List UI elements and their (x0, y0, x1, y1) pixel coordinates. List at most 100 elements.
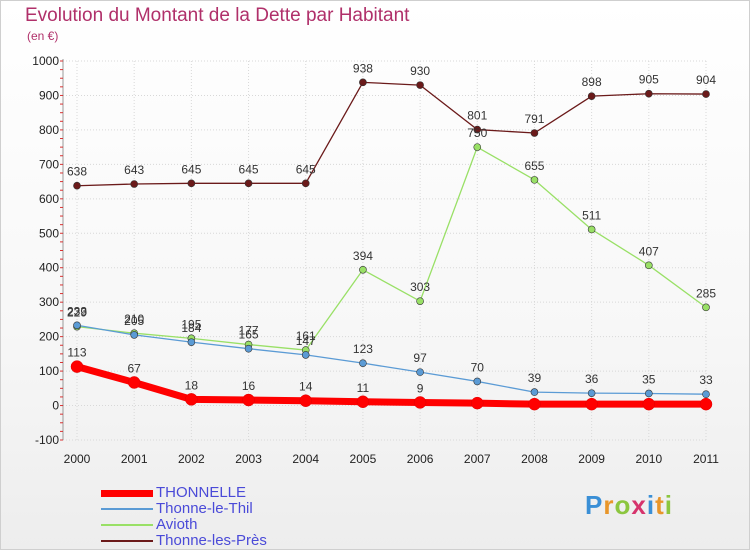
x-tick-label: 2011 (693, 452, 719, 466)
data-point (187, 338, 196, 346)
data-point (587, 389, 596, 397)
logo-letter: o (614, 490, 632, 520)
data-point (585, 397, 598, 411)
legend-label-avioth: Avioth (156, 516, 198, 533)
legend-item-avioth: Avioth (101, 517, 267, 533)
data-point (528, 397, 541, 411)
data-label: 303 (410, 280, 430, 294)
data-point (473, 143, 482, 151)
data-label: 36 (585, 372, 599, 386)
data-point (185, 393, 198, 406)
y-tick-label: 200 (39, 330, 59, 344)
data-point (73, 181, 81, 190)
data-point (416, 81, 424, 89)
x-tick-label: 2008 (521, 452, 548, 466)
data-label: 11 (357, 381, 370, 395)
data-point (587, 225, 596, 234)
chart-title: Evolution du Montant de la Dette par Hab… (25, 5, 410, 26)
data-label: 18 (185, 378, 199, 392)
y-tick-label: 400 (39, 261, 59, 275)
data-point (413, 396, 427, 409)
data-label: 14 (299, 380, 313, 394)
x-tick-label: 2003 (235, 452, 262, 466)
y-tick-label: 800 (39, 123, 59, 137)
data-point (70, 360, 84, 373)
y-tick-label: 300 (39, 295, 59, 309)
data-label: 113 (67, 346, 86, 360)
logo-letter: P (585, 490, 604, 520)
x-tick-label: 2010 (635, 452, 662, 466)
legend: THONNELLE Thonne-le-Thil Avioth Thonne-l… (101, 485, 267, 549)
x-tick-label: 2001 (121, 452, 148, 466)
data-point (244, 179, 253, 188)
legend-label-thonne-les-pres: Thonne-les-Près (156, 532, 267, 549)
data-label: 195 (181, 317, 201, 331)
data-point (301, 179, 310, 188)
data-label: 39 (528, 371, 542, 385)
y-tick-label: 600 (39, 192, 59, 206)
data-label: 147 (296, 334, 316, 348)
data-point (702, 90, 710, 98)
x-tick-label: 2005 (350, 452, 377, 466)
data-label: 655 (524, 159, 544, 173)
data-label: 801 (467, 109, 487, 123)
data-point (416, 368, 424, 376)
data-label: 643 (124, 163, 144, 177)
data-label: 177 (239, 324, 259, 338)
data-label: 898 (582, 75, 602, 89)
data-label: 70 (471, 360, 485, 374)
data-label: 161 (296, 329, 316, 343)
x-tick-label: 2006 (407, 452, 434, 466)
proxiti-logo: Proxiti (585, 490, 673, 521)
y-tick-label: -100 (35, 433, 59, 447)
data-point (473, 125, 482, 134)
data-label: 33 (699, 373, 713, 387)
data-point (473, 377, 482, 386)
data-point (301, 351, 310, 359)
legend-label-thonne-le-thil: Thonne-le-Thil (156, 500, 253, 517)
data-point (359, 78, 367, 87)
data-point (702, 303, 710, 312)
data-label: 97 (413, 351, 427, 365)
data-label: 645 (296, 162, 316, 176)
data-point (699, 397, 713, 411)
data-label: 638 (67, 165, 87, 179)
data-label: 205 (124, 314, 144, 328)
data-label: 210 (124, 312, 144, 326)
data-label: 67 (128, 361, 142, 375)
legend-swatch-thonne-les-pres (101, 540, 153, 542)
data-point (130, 331, 138, 339)
legend-item-thonnelle: THONNELLE (101, 485, 267, 501)
data-point (416, 297, 424, 305)
data-label: 407 (639, 244, 659, 258)
logo-letter: i (646, 490, 656, 520)
data-label: 645 (239, 162, 259, 176)
legend-label-thonnelle: THONNELLE (156, 484, 247, 501)
y-tick-label: 1000 (32, 54, 59, 68)
logo-letter: x (631, 490, 647, 520)
logo-letter: r (603, 490, 615, 520)
data-point (530, 176, 539, 184)
y-tick-label: 700 (39, 157, 59, 171)
x-tick-label: 2009 (578, 452, 605, 466)
data-point (530, 388, 539, 396)
data-label: 905 (639, 73, 659, 87)
legend-swatch-thonnelle (101, 489, 153, 497)
y-tick-label: 500 (39, 226, 59, 240)
data-point (299, 394, 312, 407)
data-point (702, 390, 710, 398)
unit-label: (en €) (27, 29, 59, 43)
data-point (587, 92, 596, 100)
series-line-3 (76, 81, 707, 187)
data-point (645, 261, 653, 270)
data-label: 930 (410, 64, 430, 78)
series-line-2 (76, 146, 707, 351)
data-point (530, 129, 539, 137)
data-point (244, 344, 253, 353)
data-label: 16 (242, 379, 256, 393)
data-point (130, 180, 138, 188)
x-tick-label: 2004 (292, 452, 319, 466)
data-label: 285 (696, 286, 716, 300)
